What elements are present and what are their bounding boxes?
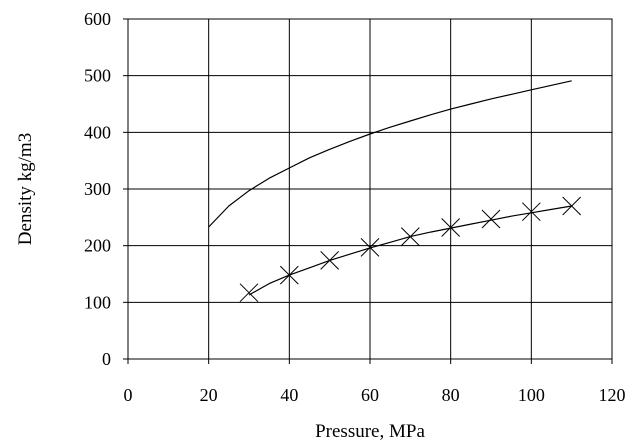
y-tick-label: 200: [84, 236, 111, 256]
x-tick-label: 40: [280, 385, 298, 405]
series-line-1: [208, 80, 572, 228]
marker-series: [239, 196, 582, 303]
x-marker: [441, 218, 461, 237]
x-marker: [239, 283, 259, 303]
y-tick-label: 100: [84, 292, 111, 312]
y-tick-label: 500: [84, 66, 111, 86]
x-tick-label: 0: [124, 385, 133, 405]
x-tick-label: 60: [361, 385, 379, 405]
y-axis-title: Density kg/m3: [15, 133, 36, 245]
x-tick-label: 120: [599, 385, 626, 405]
x-tick-label: 100: [518, 385, 545, 405]
x-tick-label: 20: [200, 385, 218, 405]
x-marker: [360, 238, 380, 257]
x-marker: [521, 202, 541, 222]
series-group: [208, 80, 582, 303]
x-marker: [481, 209, 501, 229]
x-tick-label: 80: [442, 385, 460, 405]
y-tick-label: 400: [84, 122, 111, 142]
tick-labels: 0 20 40 60 80 100 120 0 100 200 300 400 500 600: [84, 9, 626, 405]
x-marker: [279, 265, 299, 285]
x-axis-title: Pressure, MPa: [315, 421, 425, 441]
x-marker: [400, 227, 420, 246]
y-tick-label: 0: [102, 349, 111, 369]
y-tick-label: 300: [84, 179, 111, 199]
x-marker: [320, 251, 340, 270]
x-marker: [562, 196, 582, 216]
y-tick-label: 600: [84, 9, 111, 29]
gridlines: [128, 19, 612, 359]
